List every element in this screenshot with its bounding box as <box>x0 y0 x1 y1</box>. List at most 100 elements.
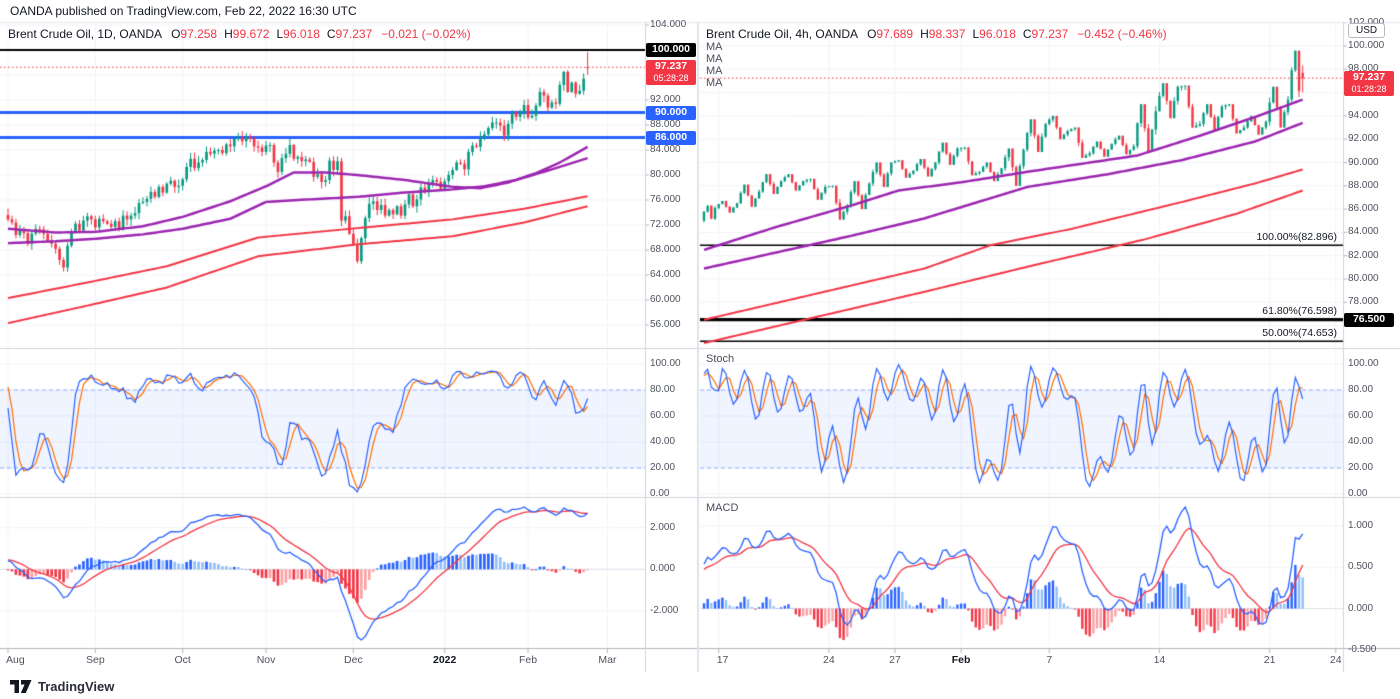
price-axis-right[interactable]: 102.000 100.000 98.000 94.000 92.000 90.000 88… <box>1343 17 1400 672</box>
stoch-tick-label: 80.00 <box>650 384 676 395</box>
price-tick-label: 94.000 <box>1348 109 1379 121</box>
change-readout: −0.021 (−0.02%) <box>381 27 471 41</box>
price-tick-label: 98.000 <box>1348 63 1379 75</box>
price-tick-label: 102.000 <box>1348 17 1384 28</box>
tradingview-logo-icon <box>10 679 32 693</box>
change-readout: −0.452 (−0.46%) <box>1077 27 1167 41</box>
ohlc-readout: O97.258 H99.672 L96.018 C97.237 <box>171 27 372 41</box>
stoch-tick-label: 60.00 <box>1348 410 1374 421</box>
price-tick-label: 72.000 <box>650 219 681 230</box>
ohlc-value: O97.258 <box>171 27 218 41</box>
price-line-badge: 86.000 <box>646 130 696 145</box>
symbol-legend-right[interactable]: Brent Crude Oil, 4h, OANDA O97.689 H98.33… <box>706 27 1167 41</box>
ohlc-value: C97.237 <box>1022 27 1069 41</box>
indicator-label-stoch[interactable]: Stoch <box>706 353 735 365</box>
tradingview-logo[interactable]: TradingView <box>10 679 114 694</box>
macd-tick-label: -2.000 <box>650 604 679 616</box>
price-line-badge: 76.500 <box>1344 312 1394 327</box>
bar-countdown: 05:28:28 <box>653 73 689 84</box>
price-tick-label: 88.000 <box>1348 179 1379 191</box>
price-tick-label: 68.000 <box>650 244 681 255</box>
ohlc-value: O97.689 <box>867 27 914 41</box>
macd-tick-label: 0.500 <box>1348 561 1374 573</box>
stoch-tick-label: 0.00 <box>650 488 670 499</box>
price-tick-label: 84.000 <box>1348 226 1379 238</box>
time-label: 2022 <box>433 654 457 666</box>
ohlc-value: H99.672 <box>224 27 270 41</box>
symbol-title[interactable]: Brent Crude Oil, 4h, OANDA <box>706 27 859 41</box>
ma-legend-row[interactable]: MA <box>706 41 723 53</box>
price-line-badge: 90.000 <box>646 105 696 120</box>
price-tick-label: 100.000 <box>1348 40 1385 51</box>
price-axis-left[interactable]: 104.000 92.000 88.000 84.000 80.000 76.000 72.… <box>645 20 698 672</box>
macd-tick-label: 2.000 <box>650 521 676 533</box>
symbol-legend-left[interactable]: Brent Crude Oil, 1D, OANDA O97.258 H99.67… <box>8 27 471 41</box>
macd-tick-label: -0.500 <box>1348 643 1377 655</box>
stoch-tick-label: 20.00 <box>650 462 676 473</box>
macd-tick-label: 0.000 <box>650 563 676 575</box>
time-label: Oct <box>174 654 191 666</box>
price-tick-label: 88.000 <box>650 119 681 130</box>
last-price-value: 97.237 <box>654 60 688 73</box>
time-label: Sep <box>85 654 105 666</box>
time-label: Aug <box>6 654 25 666</box>
time-label: 24 <box>823 654 835 666</box>
time-label: Mar <box>598 654 617 666</box>
price-tick-label: 82.000 <box>1348 249 1379 261</box>
symbol-title[interactable]: Brent Crude Oil, 1D, OANDA <box>8 27 163 41</box>
ohlc-value: H98.337 <box>920 27 966 41</box>
bar-countdown: 01:28:28 <box>1351 84 1387 95</box>
time-label: 17 <box>716 654 729 666</box>
price-tick-label: 92.000 <box>650 94 681 105</box>
time-label: 24 <box>1329 654 1342 666</box>
time-label: Dec <box>344 654 363 666</box>
ma-legend-row[interactable]: MA <box>706 77 723 89</box>
stoch-tick-label: 60.00 <box>650 410 676 421</box>
ma-legend[interactable]: MA MA MA MA <box>706 41 723 89</box>
ohlc-value: L96.018 <box>276 27 320 41</box>
price-tick-label: 60.000 <box>650 294 681 305</box>
stoch-tick-label: 40.00 <box>1348 436 1374 447</box>
stoch-tick-label: 40.00 <box>650 436 676 447</box>
ohlc-value: C97.237 <box>326 27 373 41</box>
stoch-tick-label: 0.00 <box>1348 488 1368 499</box>
ohlc-value: L96.018 <box>972 27 1016 41</box>
stoch-tick-label: 20.00 <box>1348 462 1374 473</box>
indicator-label-macd[interactable]: MACD <box>706 502 739 514</box>
price-tick-label: 80.000 <box>1348 273 1379 284</box>
price-tick-label: 64.000 <box>650 269 681 280</box>
price-tick-label: 76.000 <box>650 194 681 205</box>
price-tick-label: 78.000 <box>1348 296 1379 308</box>
ma-legend-row[interactable]: MA <box>706 53 723 65</box>
chart-pane-left[interactable] <box>0 22 645 648</box>
currency-toggle[interactable]: USD <box>1348 23 1386 38</box>
macd-tick-label: 0.000 <box>1348 602 1374 614</box>
last-price-badge: 97.237 01:28:28 <box>1344 71 1394 97</box>
price-line-badge: 100.000 <box>646 43 696 57</box>
stoch-tick-label: 80.00 <box>1348 384 1374 395</box>
time-label: 21 <box>1263 654 1276 666</box>
macd-tick-label: 1.000 <box>1348 519 1374 531</box>
price-tick-label: 90.000 <box>1348 156 1379 168</box>
chart-pane-right[interactable] <box>700 22 1343 648</box>
stoch-tick-label: 100.00 <box>1348 358 1379 369</box>
time-axis-right[interactable]: 17 24 27 Feb 7 14 21 24 <box>700 648 1400 672</box>
price-tick-label: 84.000 <box>650 144 681 155</box>
last-price-value: 97.237 <box>1352 71 1386 84</box>
price-tick-label: 86.000 <box>1348 203 1379 215</box>
time-axis-left[interactable]: Aug Sep Oct Nov Dec 2022 Feb Mar <box>0 648 698 672</box>
ma-legend-row[interactable]: MA <box>706 65 723 77</box>
time-label: Feb <box>519 654 538 666</box>
price-tick-label: 92.000 <box>1348 133 1379 145</box>
time-label: Nov <box>256 654 276 666</box>
price-tick-label: 56.000 <box>650 319 681 330</box>
time-label: 7 <box>1046 654 1053 666</box>
time-label: Feb <box>951 654 971 666</box>
time-label: 14 <box>1153 654 1166 666</box>
footer-bar <box>0 672 1400 699</box>
price-tick-label: 80.000 <box>650 169 681 180</box>
time-label: 27 <box>889 654 901 666</box>
publisher-note: OANDA published on TradingView.com, Feb … <box>10 4 357 18</box>
